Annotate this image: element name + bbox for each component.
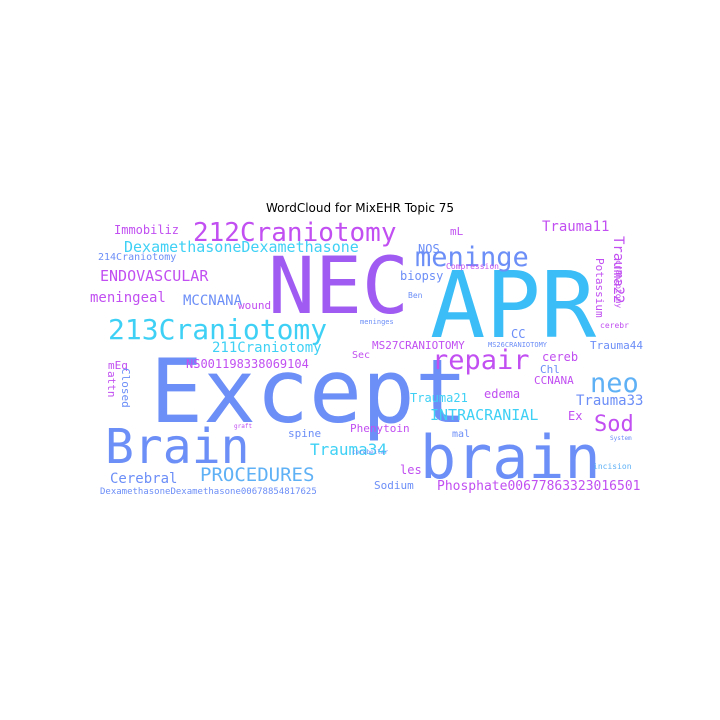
word-compression: Compression <box>446 262 499 271</box>
word-trauma21: Trauma21 <box>410 391 468 405</box>
word-214craniotomy: 214Craniotomy <box>98 252 177 263</box>
word-system: System <box>610 435 632 442</box>
word-ms26craniotomy: MS26CRANIOTOMY <box>488 341 548 349</box>
word-trauma34: Trauma34 <box>310 440 388 459</box>
word-mal: mal <box>452 429 471 440</box>
word-phenytoin: Phenytoin <box>350 422 410 435</box>
word-dexamethasone: DexamethasoneDexamethasone <box>124 238 359 256</box>
word-cc: CC <box>511 327 526 341</box>
word-ben: Ben <box>408 291 423 300</box>
word-ml: mL <box>450 225 464 238</box>
word-213craniotomy: 213Craniotomy <box>108 313 328 346</box>
word-attn: attn <box>105 371 118 398</box>
word-cerebellar: cerebellar <box>352 449 389 456</box>
word-chl: Chl <box>540 363 560 376</box>
word-graft: graft <box>234 423 253 430</box>
word-except: Except <box>150 340 468 443</box>
word-trauma11: Trauma11 <box>542 219 610 235</box>
word-les: les <box>400 463 422 477</box>
word-edema: edema <box>484 387 521 401</box>
word-brain-cap: Brain <box>105 419 250 475</box>
word-sodium: Sodium <box>374 479 414 492</box>
word-potassium: Potassium <box>593 258 606 318</box>
word-repair: repair <box>432 345 530 376</box>
word-cerebral: Cerebral <box>110 471 178 487</box>
word-meninge: meninge <box>415 242 529 273</box>
word-phosphate: Phosphate00677863323016501 <box>437 479 641 494</box>
word-spine: spine <box>288 427 322 440</box>
word-closed: Closed <box>119 368 132 408</box>
word-dexamethasone-long: DexamethasoneDexamethasone00678854817625 <box>100 487 317 497</box>
word-meningeal: meningeal <box>90 290 166 306</box>
word-trauma33: Trauma33 <box>576 393 644 409</box>
word-mccnana: MCCNANA <box>183 293 243 309</box>
word-brain: brain <box>420 423 601 493</box>
word-nos: NOS <box>418 242 440 256</box>
word-ns001198338069104: NS001198338069104 <box>186 357 309 371</box>
word-trauma44: Trauma44 <box>590 339 643 352</box>
word-intracranial: INTRACRANIAL <box>430 406 539 424</box>
word-nec: NEC <box>268 242 409 332</box>
word-211craniotomy: 211Craniotomy <box>212 340 322 356</box>
word-incision: incision <box>593 462 632 471</box>
word-sod: Sod <box>594 412 634 437</box>
word-sec: Sec <box>352 350 371 361</box>
word-cloud: NEC APR Except Brain brain 212Craniotomy… <box>90 218 643 500</box>
word-cerebr: cerebr <box>600 321 629 330</box>
word-neo: neo <box>590 368 639 399</box>
word-endovascular: ENDOVASCULAR <box>100 267 209 285</box>
word-immobiliz: Immobiliz <box>114 223 180 237</box>
chart-title: WordCloud for MixEHR Topic 75 <box>265 201 455 215</box>
word-ex: Ex <box>568 409 583 423</box>
word-meq: mEq <box>108 359 128 372</box>
word-biopsy: biopsy <box>400 269 444 283</box>
word-procedures: PROCEDURES <box>200 464 315 486</box>
word-212craniotomy: 212Craniotomy <box>193 218 397 248</box>
word-wound: wound <box>238 299 272 312</box>
word-craniotomy: craniotomy <box>614 260 623 309</box>
word-ccnana: CCNANA <box>534 374 574 387</box>
word-meninges: meninges <box>360 318 394 326</box>
word-ms27craniotomy: MS27CRANIOTOMY <box>372 339 465 352</box>
word-cereb: cereb <box>542 350 579 364</box>
word-apr: APR <box>430 252 597 359</box>
